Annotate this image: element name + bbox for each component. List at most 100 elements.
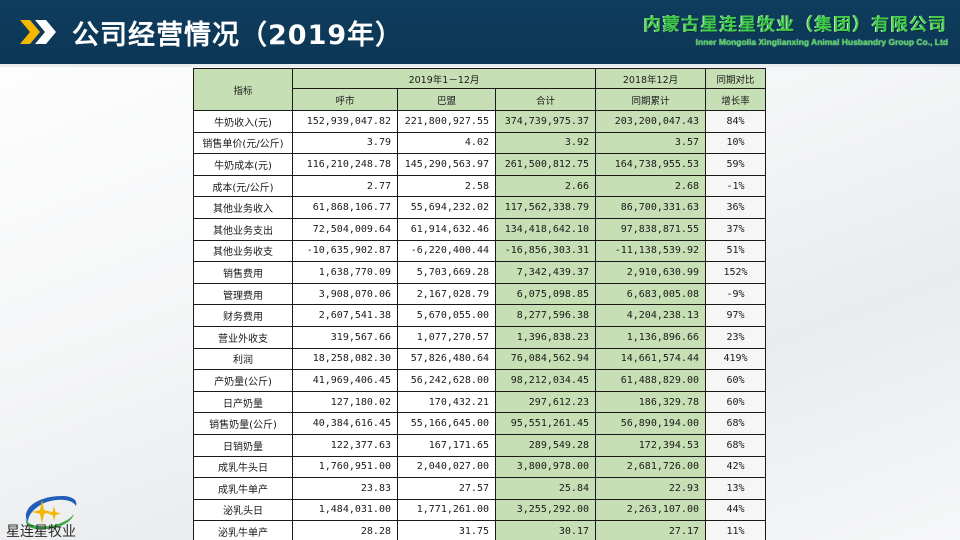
cell-bameng[interactable]: 170,432.21 [397,390,496,414]
cell-total[interactable]: 30.17 [495,520,596,540]
cell-bameng[interactable]: 57,826,480.64 [397,347,496,371]
cell-bameng[interactable]: -6,220,400.44 [397,239,496,263]
cell-huhehaote[interactable]: 41,969,406.45 [292,369,398,392]
cell-prior-cumulative[interactable]: 4,204,238.13 [595,304,706,327]
cell-growth-rate[interactable]: -1% [705,174,766,198]
cell-bameng[interactable]: 5,670,055.00 [397,304,496,327]
cell-growth-rate[interactable]: 10% [705,131,766,155]
row-label[interactable]: 牛奶收入(元) [193,110,293,133]
row-label[interactable]: 成本(元/公斤) [193,174,293,198]
cell-bameng[interactable]: 167,171.65 [397,433,496,457]
cell-growth-rate[interactable]: 84% [705,110,766,133]
cell-growth-rate[interactable]: 60% [705,390,766,414]
cell-total[interactable]: 289,549.28 [495,433,596,457]
cell-huhehaote[interactable]: 23.83 [292,477,398,500]
cell-huhehaote[interactable]: 122,377.63 [292,433,398,457]
row-label[interactable]: 销售费用 [193,261,293,284]
cell-growth-rate[interactable]: 36% [705,196,766,219]
cell-huhehaote[interactable]: 319,567.66 [292,325,398,349]
cell-prior-cumulative[interactable]: 172,394.53 [595,433,706,457]
row-label[interactable]: 日销奶量 [193,433,293,457]
cell-growth-rate[interactable]: 419% [705,347,766,371]
cell-prior-cumulative[interactable]: 14,661,574.44 [595,347,706,371]
cell-huhehaote[interactable]: 40,384,616.45 [292,412,398,435]
cell-prior-cumulative[interactable]: 164,738,955.53 [595,153,706,176]
cell-bameng[interactable]: 2,167,028.79 [397,282,496,306]
cell-prior-cumulative[interactable]: 27.17 [595,520,706,540]
cell-growth-rate[interactable]: 51% [705,239,766,263]
cell-growth-rate[interactable]: 42% [705,455,766,479]
cell-bameng[interactable]: 27.57 [397,477,496,500]
cell-prior-cumulative[interactable]: 56,890,194.00 [595,412,706,435]
cell-growth-rate[interactable]: 68% [705,412,766,435]
cell-total[interactable]: 374,739,975.37 [495,110,596,133]
cell-bameng[interactable]: 145,290,563.97 [397,153,496,176]
cell-huhehaote[interactable]: 3.79 [292,131,398,155]
cell-total[interactable]: 1,396,838.23 [495,325,596,349]
cell-total[interactable]: 98,212,034.45 [495,369,596,392]
cell-total[interactable]: 261,500,812.75 [495,153,596,176]
cell-total[interactable]: 117,562,338.79 [495,196,596,219]
cell-huhehaote[interactable]: 1,760,951.00 [292,455,398,479]
cell-total[interactable]: 25.84 [495,477,596,500]
cell-huhehaote[interactable]: 152,939,047.82 [292,110,398,133]
cell-total[interactable]: -16,856,303.31 [495,239,596,263]
cell-prior-cumulative[interactable]: 6,683,005.08 [595,282,706,306]
row-label[interactable]: 日产奶量 [193,390,293,414]
cell-prior-cumulative[interactable]: 186,329.78 [595,390,706,414]
cell-total[interactable]: 95,551,261.45 [495,412,596,435]
cell-huhehaote[interactable]: 28.28 [292,520,398,540]
cell-huhehaote[interactable]: 2.77 [292,174,398,198]
cell-huhehaote[interactable]: 61,868,106.77 [292,196,398,219]
cell-growth-rate[interactable]: 44% [705,498,766,522]
cell-prior-cumulative[interactable]: 2,263,107.00 [595,498,706,522]
row-label[interactable]: 泌乳牛单产 [193,520,293,540]
row-label[interactable]: 管理费用 [193,282,293,306]
cell-total[interactable]: 6,075,098.85 [495,282,596,306]
cell-growth-rate[interactable]: 13% [705,477,766,500]
cell-growth-rate[interactable]: 60% [705,369,766,392]
row-label[interactable]: 其他业务收入 [193,196,293,219]
cell-prior-cumulative[interactable]: 2.68 [595,174,706,198]
row-label[interactable]: 牛奶成本(元) [193,153,293,176]
row-label[interactable]: 泌乳头日 [193,498,293,522]
cell-huhehaote[interactable]: 2,607,541.38 [292,304,398,327]
cell-prior-cumulative[interactable]: 203,200,047.43 [595,110,706,133]
row-label[interactable]: 产奶量(公斤) [193,369,293,392]
cell-prior-cumulative[interactable]: 22.93 [595,477,706,500]
cell-prior-cumulative[interactable]: -11,138,539.92 [595,239,706,263]
cell-bameng[interactable]: 1,077,270.57 [397,325,496,349]
row-label[interactable]: 销售奶量(公斤) [193,412,293,435]
cell-growth-rate[interactable]: -9% [705,282,766,306]
cell-prior-cumulative[interactable]: 2,910,630.99 [595,261,706,284]
cell-bameng[interactable]: 56,242,628.00 [397,369,496,392]
cell-bameng[interactable]: 31.75 [397,520,496,540]
cell-bameng[interactable]: 2,040,027.00 [397,455,496,479]
cell-bameng[interactable]: 5,703,669.28 [397,261,496,284]
cell-huhehaote[interactable]: 18,258,082.30 [292,347,398,371]
cell-bameng[interactable]: 4.02 [397,131,496,155]
cell-total[interactable]: 134,418,642.10 [495,217,596,241]
row-label[interactable]: 销售单价(元/公斤) [193,131,293,155]
row-label[interactable]: 其他业务支出 [193,217,293,241]
cell-total[interactable]: 76,084,562.94 [495,347,596,371]
row-label[interactable]: 其他业务收支 [193,239,293,263]
cell-growth-rate[interactable]: 23% [705,325,766,349]
cell-prior-cumulative[interactable]: 3.57 [595,131,706,155]
row-label[interactable]: 营业外收支 [193,325,293,349]
cell-growth-rate[interactable]: 11% [705,520,766,540]
cell-huhehaote[interactable]: 72,504,009.64 [292,217,398,241]
cell-bameng[interactable]: 1,771,261.00 [397,498,496,522]
cell-total[interactable]: 2.66 [495,174,596,198]
cell-bameng[interactable]: 55,694,232.02 [397,196,496,219]
cell-bameng[interactable]: 2.58 [397,174,496,198]
cell-growth-rate[interactable]: 68% [705,433,766,457]
cell-bameng[interactable]: 55,166,645.00 [397,412,496,435]
row-label[interactable]: 财务费用 [193,304,293,327]
cell-huhehaote[interactable]: 1,638,770.09 [292,261,398,284]
cell-huhehaote[interactable]: 116,210,248.78 [292,153,398,176]
cell-huhehaote[interactable]: 3,908,070.06 [292,282,398,306]
cell-huhehaote[interactable]: 127,180.02 [292,390,398,414]
cell-prior-cumulative[interactable]: 97,838,871.55 [595,217,706,241]
cell-growth-rate[interactable]: 97% [705,304,766,327]
